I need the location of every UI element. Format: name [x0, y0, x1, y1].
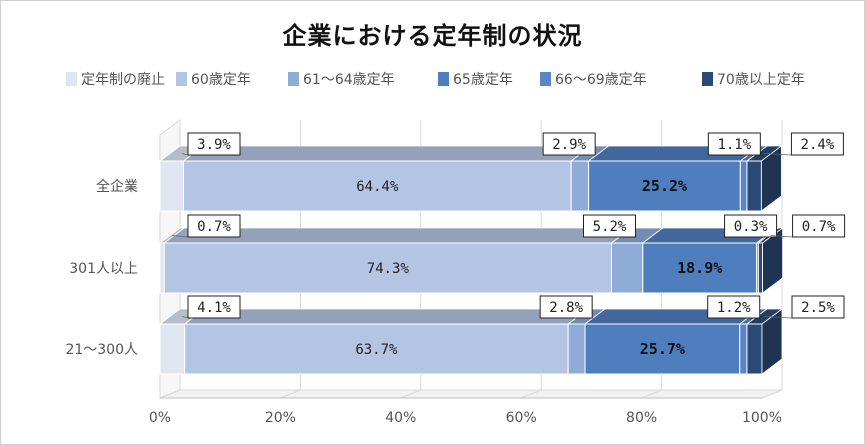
- bar-segment: [739, 323, 748, 375]
- legend-label: 70歳以上定年: [717, 72, 805, 88]
- data-label-box: [724, 214, 778, 238]
- leader-line: [770, 235, 793, 238]
- chart-title: 企業における定年制の状況: [282, 21, 583, 50]
- data-label: 2.5%: [801, 300, 835, 316]
- data-label: 0.7%: [197, 219, 231, 235]
- data-label: 1.2%: [717, 300, 751, 316]
- data-label: 25.7%: [640, 340, 685, 358]
- floor-gridline: [641, 389, 662, 399]
- data-label-box: [792, 214, 846, 238]
- data-label: 64.4%: [356, 179, 399, 195]
- bar-segment: [757, 242, 764, 294]
- data-label-box: [539, 295, 593, 319]
- x-tick-label: 40%: [385, 410, 416, 426]
- data-label-box: [187, 295, 241, 319]
- data-label: 5.2%: [593, 219, 627, 235]
- data-label-box: [790, 132, 844, 156]
- data-label: 0.3%: [734, 219, 768, 235]
- x-tick-label: 60%: [506, 410, 537, 426]
- data-label: 63.7%: [355, 342, 398, 358]
- x-tick-label: 100%: [742, 410, 782, 426]
- legend-label: 66～69歳定年: [555, 72, 647, 88]
- data-label: 74.3%: [367, 261, 410, 277]
- floor-gridline: [521, 389, 542, 399]
- bar-side-face: [761, 308, 783, 375]
- leader-line: [764, 316, 793, 319]
- data-label-box: [707, 132, 761, 156]
- category-label: 301人以上: [69, 261, 138, 277]
- legend-label: 61～64歳定年: [303, 72, 395, 88]
- bar-segment: [567, 323, 586, 375]
- legend-label: 60歳定年: [191, 72, 251, 88]
- leader-line: [172, 235, 189, 238]
- bar-segment: [159, 160, 184, 212]
- legend-label: 定年制の廃止: [81, 71, 165, 88]
- data-label-box: [707, 295, 761, 319]
- leader-line: [181, 153, 189, 156]
- legend-swatch: [66, 72, 77, 86]
- leader-line: [764, 153, 792, 156]
- bar-segment: [570, 160, 590, 212]
- bar-segment: [163, 242, 613, 294]
- legend-swatch: [540, 72, 551, 86]
- bar-segment: [584, 323, 741, 375]
- bar-segment-top: [183, 308, 590, 325]
- data-label-box: [583, 214, 636, 238]
- bar-side-face: [760, 145, 782, 212]
- legend-swatch: [288, 72, 299, 86]
- bar-segment: [588, 160, 741, 212]
- category-label: 全企業: [96, 178, 138, 195]
- x-tick-label: 80%: [626, 410, 657, 426]
- data-label-box: [542, 132, 596, 156]
- bar-segment: [746, 160, 762, 212]
- bar-segment: [159, 323, 186, 375]
- floor-gridline: [400, 389, 421, 399]
- bar-segment: [642, 242, 758, 294]
- data-label-box: [791, 295, 845, 319]
- x-tick-label: 0%: [149, 410, 171, 426]
- bar-segment: [182, 160, 572, 212]
- legend-swatch: [702, 72, 713, 86]
- floor-gridline: [761, 389, 783, 399]
- legend-swatch: [438, 72, 449, 86]
- leader-line: [182, 316, 189, 319]
- data-label-box: [187, 132, 241, 156]
- bar-segment-top: [182, 145, 593, 162]
- bar-segment: [739, 160, 748, 212]
- legend-label: 65歳定年: [453, 72, 513, 88]
- floor: [159, 389, 783, 399]
- bar-segment: [159, 242, 165, 294]
- floor-gridline: [280, 389, 301, 399]
- bar-segment: [611, 242, 644, 294]
- data-label: 0.7%: [802, 219, 836, 235]
- data-label: 3.9%: [197, 137, 231, 153]
- data-label: 18.9%: [677, 259, 722, 277]
- data-label: 4.1%: [197, 300, 231, 316]
- x-tick-label: 20%: [265, 410, 296, 426]
- data-label-box: [187, 214, 241, 238]
- data-label: 25.2%: [642, 177, 687, 195]
- data-label: 2.4%: [801, 137, 835, 153]
- bar-segment: [746, 323, 763, 375]
- category-label: 21～300人: [65, 342, 138, 358]
- data-label: 2.9%: [552, 137, 586, 153]
- bar-segment: [184, 323, 569, 375]
- floor-gridline: [159, 389, 181, 399]
- data-label: 2.8%: [549, 300, 583, 316]
- data-label: 1.1%: [717, 137, 751, 153]
- legend-swatch: [176, 72, 187, 86]
